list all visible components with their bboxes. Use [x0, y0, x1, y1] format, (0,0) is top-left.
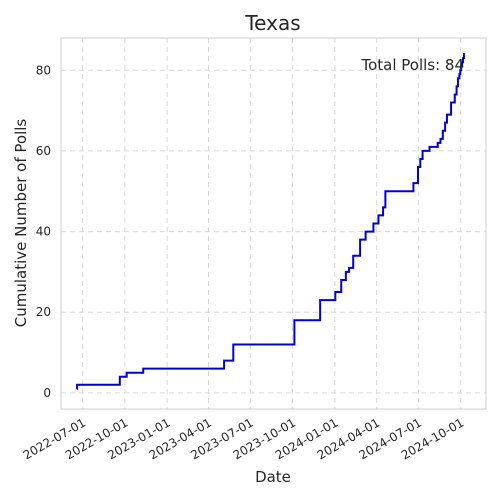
- y-tick-label: 60: [36, 144, 51, 158]
- series-layer: [76, 53, 465, 390]
- total-polls-annotation: Total Polls: 84: [360, 56, 464, 74]
- grid: [61, 38, 486, 409]
- plot-frame: [60, 37, 487, 410]
- series-line-0: [76, 53, 465, 390]
- y-tick-label: 80: [36, 63, 51, 77]
- y-tick-label: 40: [36, 225, 51, 239]
- y-tick-label: 20: [36, 305, 51, 319]
- chart-title: Texas: [244, 11, 300, 35]
- y-axis-label: Cumulative Number of Polls: [12, 119, 30, 328]
- y-tick-label: 0: [43, 386, 51, 400]
- x-axis-label: Date: [255, 468, 291, 486]
